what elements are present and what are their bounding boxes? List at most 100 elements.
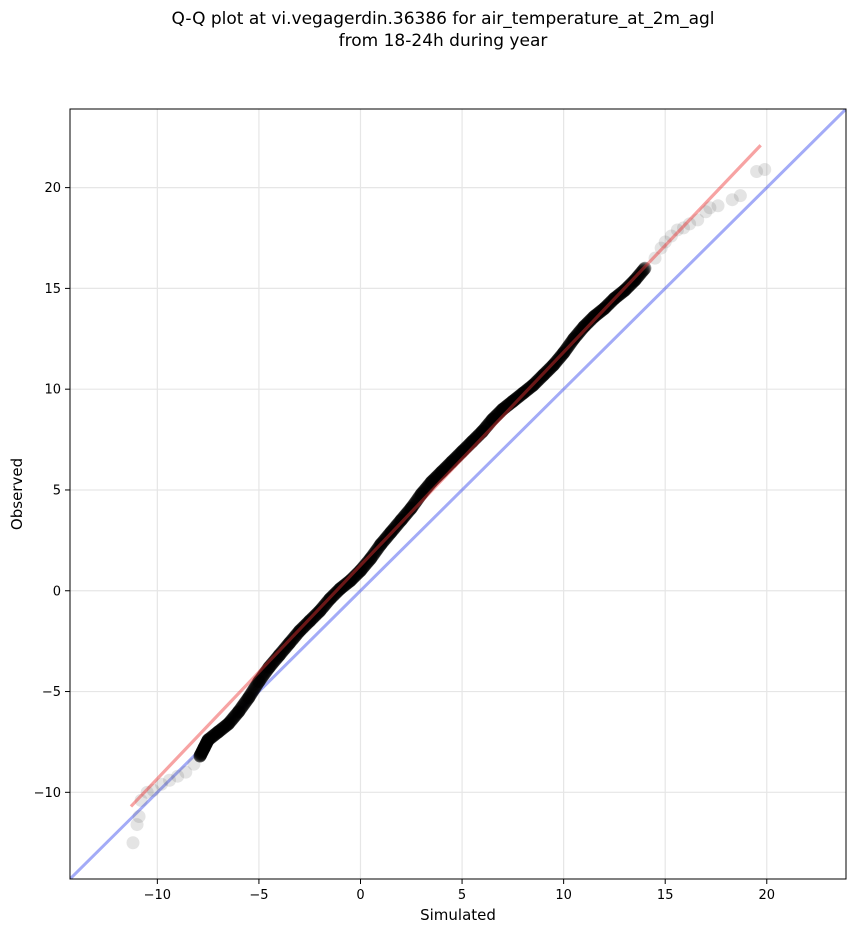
quantile-point	[545, 359, 559, 373]
quantile-point	[451, 448, 465, 462]
quantile-point	[299, 618, 313, 632]
quantile-point	[194, 747, 208, 761]
quantile-point	[414, 487, 428, 501]
quantile-point	[351, 566, 365, 580]
quantile-point	[549, 355, 563, 369]
quantile-point	[533, 371, 547, 385]
quantile-point	[575, 322, 589, 336]
quantile-point	[369, 543, 383, 557]
quantile-point	[527, 377, 541, 391]
quantile-point	[301, 616, 315, 630]
quantile-point	[517, 386, 531, 400]
quantile-point	[401, 505, 415, 519]
quantile-point	[620, 281, 634, 295]
quantile-point	[586, 311, 600, 325]
quantile-point	[432, 468, 446, 482]
quantile-point	[272, 648, 286, 662]
quantile-point	[602, 297, 616, 311]
quantile-point	[239, 695, 253, 709]
quantile-point	[210, 726, 224, 740]
quantile-point	[229, 708, 243, 722]
quantile-point	[327, 587, 341, 601]
quantile-point	[568, 330, 582, 344]
quantile-point	[316, 600, 330, 614]
quantile-point	[558, 344, 572, 358]
quantile-point	[618, 283, 632, 297]
quantile-point	[403, 503, 417, 517]
quantile-point	[208, 728, 222, 742]
quantile-point	[373, 538, 387, 552]
quantile-point	[353, 564, 367, 578]
quantile-point	[414, 487, 428, 501]
quantile-point	[298, 618, 312, 632]
quantile-point	[520, 383, 534, 397]
quantile-point	[507, 394, 521, 408]
quantile-point	[494, 405, 508, 418]
quantile-point	[609, 290, 623, 304]
quantile-point	[523, 381, 537, 395]
quantile-point	[533, 372, 547, 386]
quantile-point	[589, 308, 603, 322]
quantile-point	[461, 439, 475, 453]
quantile-point	[203, 731, 217, 745]
quantile-point	[217, 720, 231, 734]
quantile-point	[618, 283, 632, 297]
quantile-point	[227, 711, 241, 725]
quantile-point	[619, 282, 633, 296]
x-tick-label: 20	[759, 888, 776, 903]
quantile-point	[476, 424, 490, 438]
quantile-point	[201, 733, 215, 747]
quantile-point	[475, 425, 489, 439]
quantile-point	[441, 458, 455, 472]
quantile-point	[346, 572, 360, 586]
quantile-point	[569, 329, 583, 343]
quantile-point	[525, 379, 539, 393]
quantile-point	[478, 422, 492, 436]
quantile-point	[455, 445, 469, 459]
quantile-point	[492, 406, 506, 420]
quantile-point	[305, 612, 319, 626]
quantile-point	[414, 488, 428, 502]
quantile-point	[399, 507, 413, 521]
quantile-point	[549, 355, 563, 369]
quantile-point	[585, 312, 599, 326]
quantile-point	[300, 617, 314, 631]
quantile-point	[618, 283, 632, 297]
quantile-point	[335, 580, 349, 594]
quantile-point	[196, 743, 210, 757]
quantile-point	[612, 287, 626, 301]
quantile-point	[227, 710, 241, 724]
quantile-point	[488, 410, 502, 424]
quantile-point	[676, 221, 690, 235]
quantile-point	[591, 307, 605, 321]
quantile-point	[284, 634, 298, 648]
quantile-point	[409, 495, 423, 509]
quantile-point	[319, 597, 333, 611]
quantile-point	[196, 744, 210, 758]
quantile-point	[480, 419, 494, 433]
quantile-point	[472, 427, 486, 441]
quantile-point	[398, 509, 412, 523]
quantile-point	[265, 657, 279, 671]
quantile-point	[528, 376, 542, 390]
quantile-point	[354, 563, 368, 577]
quantile-point	[405, 500, 419, 514]
quantile-point	[563, 337, 577, 351]
quantile-point	[193, 748, 207, 762]
quantile-point	[334, 581, 348, 595]
quantile-point	[303, 613, 317, 627]
quantile-point	[711, 199, 725, 213]
quantile-point	[433, 467, 447, 481]
quantile-point	[358, 558, 372, 572]
quantile-point	[206, 729, 220, 743]
quantile-point	[315, 601, 329, 615]
quantile-point	[514, 388, 528, 402]
quantile-point	[386, 523, 400, 537]
quantile-point	[577, 320, 591, 334]
y-tick-label: 10	[44, 383, 61, 398]
quantile-point	[343, 574, 357, 588]
quantile-point	[132, 810, 146, 824]
quantile-point	[565, 335, 579, 349]
x-tick-label: −10	[144, 888, 171, 903]
quantile-point	[443, 457, 457, 471]
